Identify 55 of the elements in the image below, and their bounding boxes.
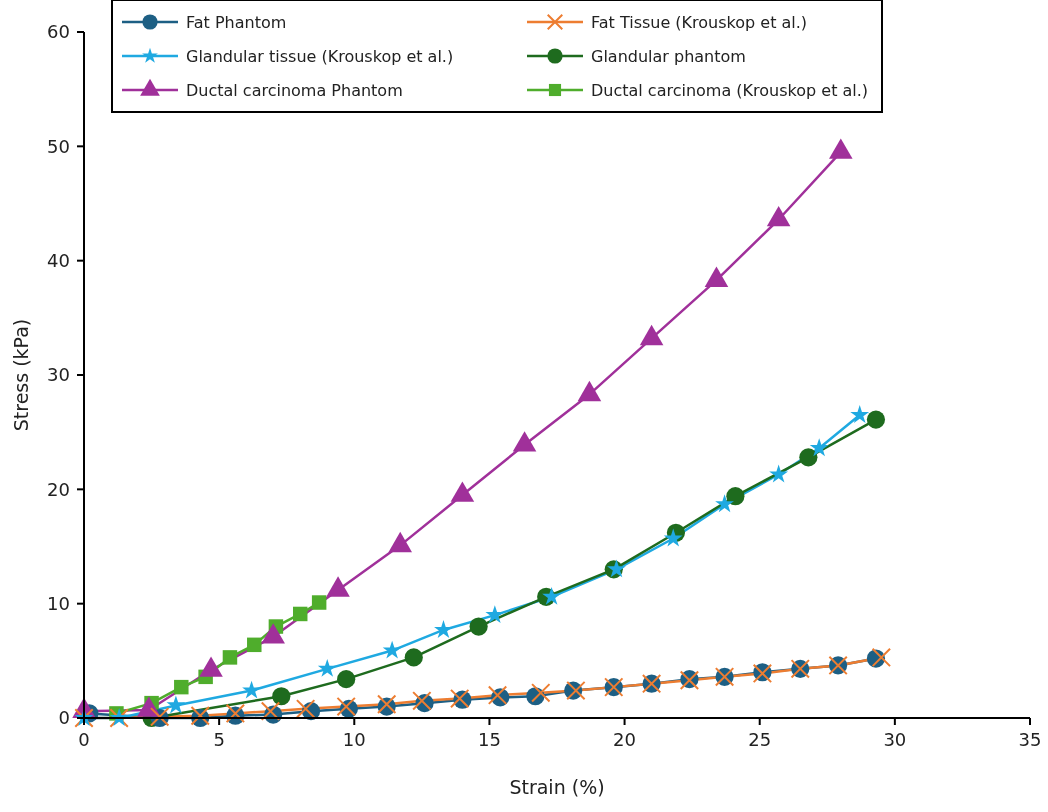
point: [809, 438, 829, 457]
point: [295, 699, 316, 719]
point: [531, 683, 551, 703]
y-tick-label: 10: [47, 592, 70, 614]
point: [799, 448, 818, 467]
x-tick-label: 5: [213, 729, 225, 750]
x-tick-label: 15: [477, 729, 501, 750]
x-tick-label: 25: [748, 729, 772, 750]
point: [726, 487, 745, 506]
point: [174, 679, 189, 695]
point: [866, 410, 886, 429]
legend-label: Ductal carcinoma (Krouskop et al.): [591, 80, 869, 100]
point: [292, 606, 308, 622]
y-tick-label: 30: [47, 364, 70, 386]
x-tick-label: 35: [1018, 729, 1042, 750]
point: [272, 687, 291, 706]
y-tick-label: 50: [47, 135, 70, 157]
point: [512, 431, 537, 452]
point: [542, 586, 562, 605]
point: [850, 405, 870, 424]
point: [871, 647, 892, 668]
point: [247, 637, 262, 653]
x-tick-label: 30: [883, 729, 907, 750]
legend-label: Glandular tissue (Krouskop et al.): [186, 46, 454, 66]
point: [766, 205, 791, 227]
point: [485, 605, 505, 624]
x-tick-label: 20: [613, 729, 637, 750]
legend-label: Fat Tissue (Krouskop et al.): [591, 12, 808, 32]
point: [469, 617, 488, 636]
point: [311, 595, 327, 610]
point: [317, 658, 337, 677]
point: [337, 670, 356, 689]
point: [242, 680, 261, 699]
legend-label: Ductal carcinoma Phantom: [186, 80, 403, 100]
x-tick-label: 10: [342, 729, 366, 750]
legend-label: Fat Phantom: [186, 12, 287, 32]
y-axis-title: Stress (kPa): [10, 318, 32, 432]
x-tick-label: 0: [78, 729, 90, 750]
x-axis-title: Strain (%): [509, 776, 605, 798]
point: [639, 324, 664, 346]
point: [577, 380, 602, 402]
point: [829, 138, 853, 159]
y-tick-label: 40: [47, 249, 70, 271]
y-tick-label: 20: [47, 478, 70, 500]
point: [404, 648, 423, 667]
point: [663, 528, 683, 547]
legend-label: Glandular phantom: [591, 46, 746, 66]
y-tick-label: 60: [47, 21, 70, 43]
point: [769, 464, 789, 483]
point: [715, 494, 734, 513]
point: [382, 640, 402, 659]
y-tick-label: 0: [58, 707, 70, 729]
point: [704, 266, 729, 287]
point: [222, 650, 238, 665]
point: [166, 695, 186, 714]
